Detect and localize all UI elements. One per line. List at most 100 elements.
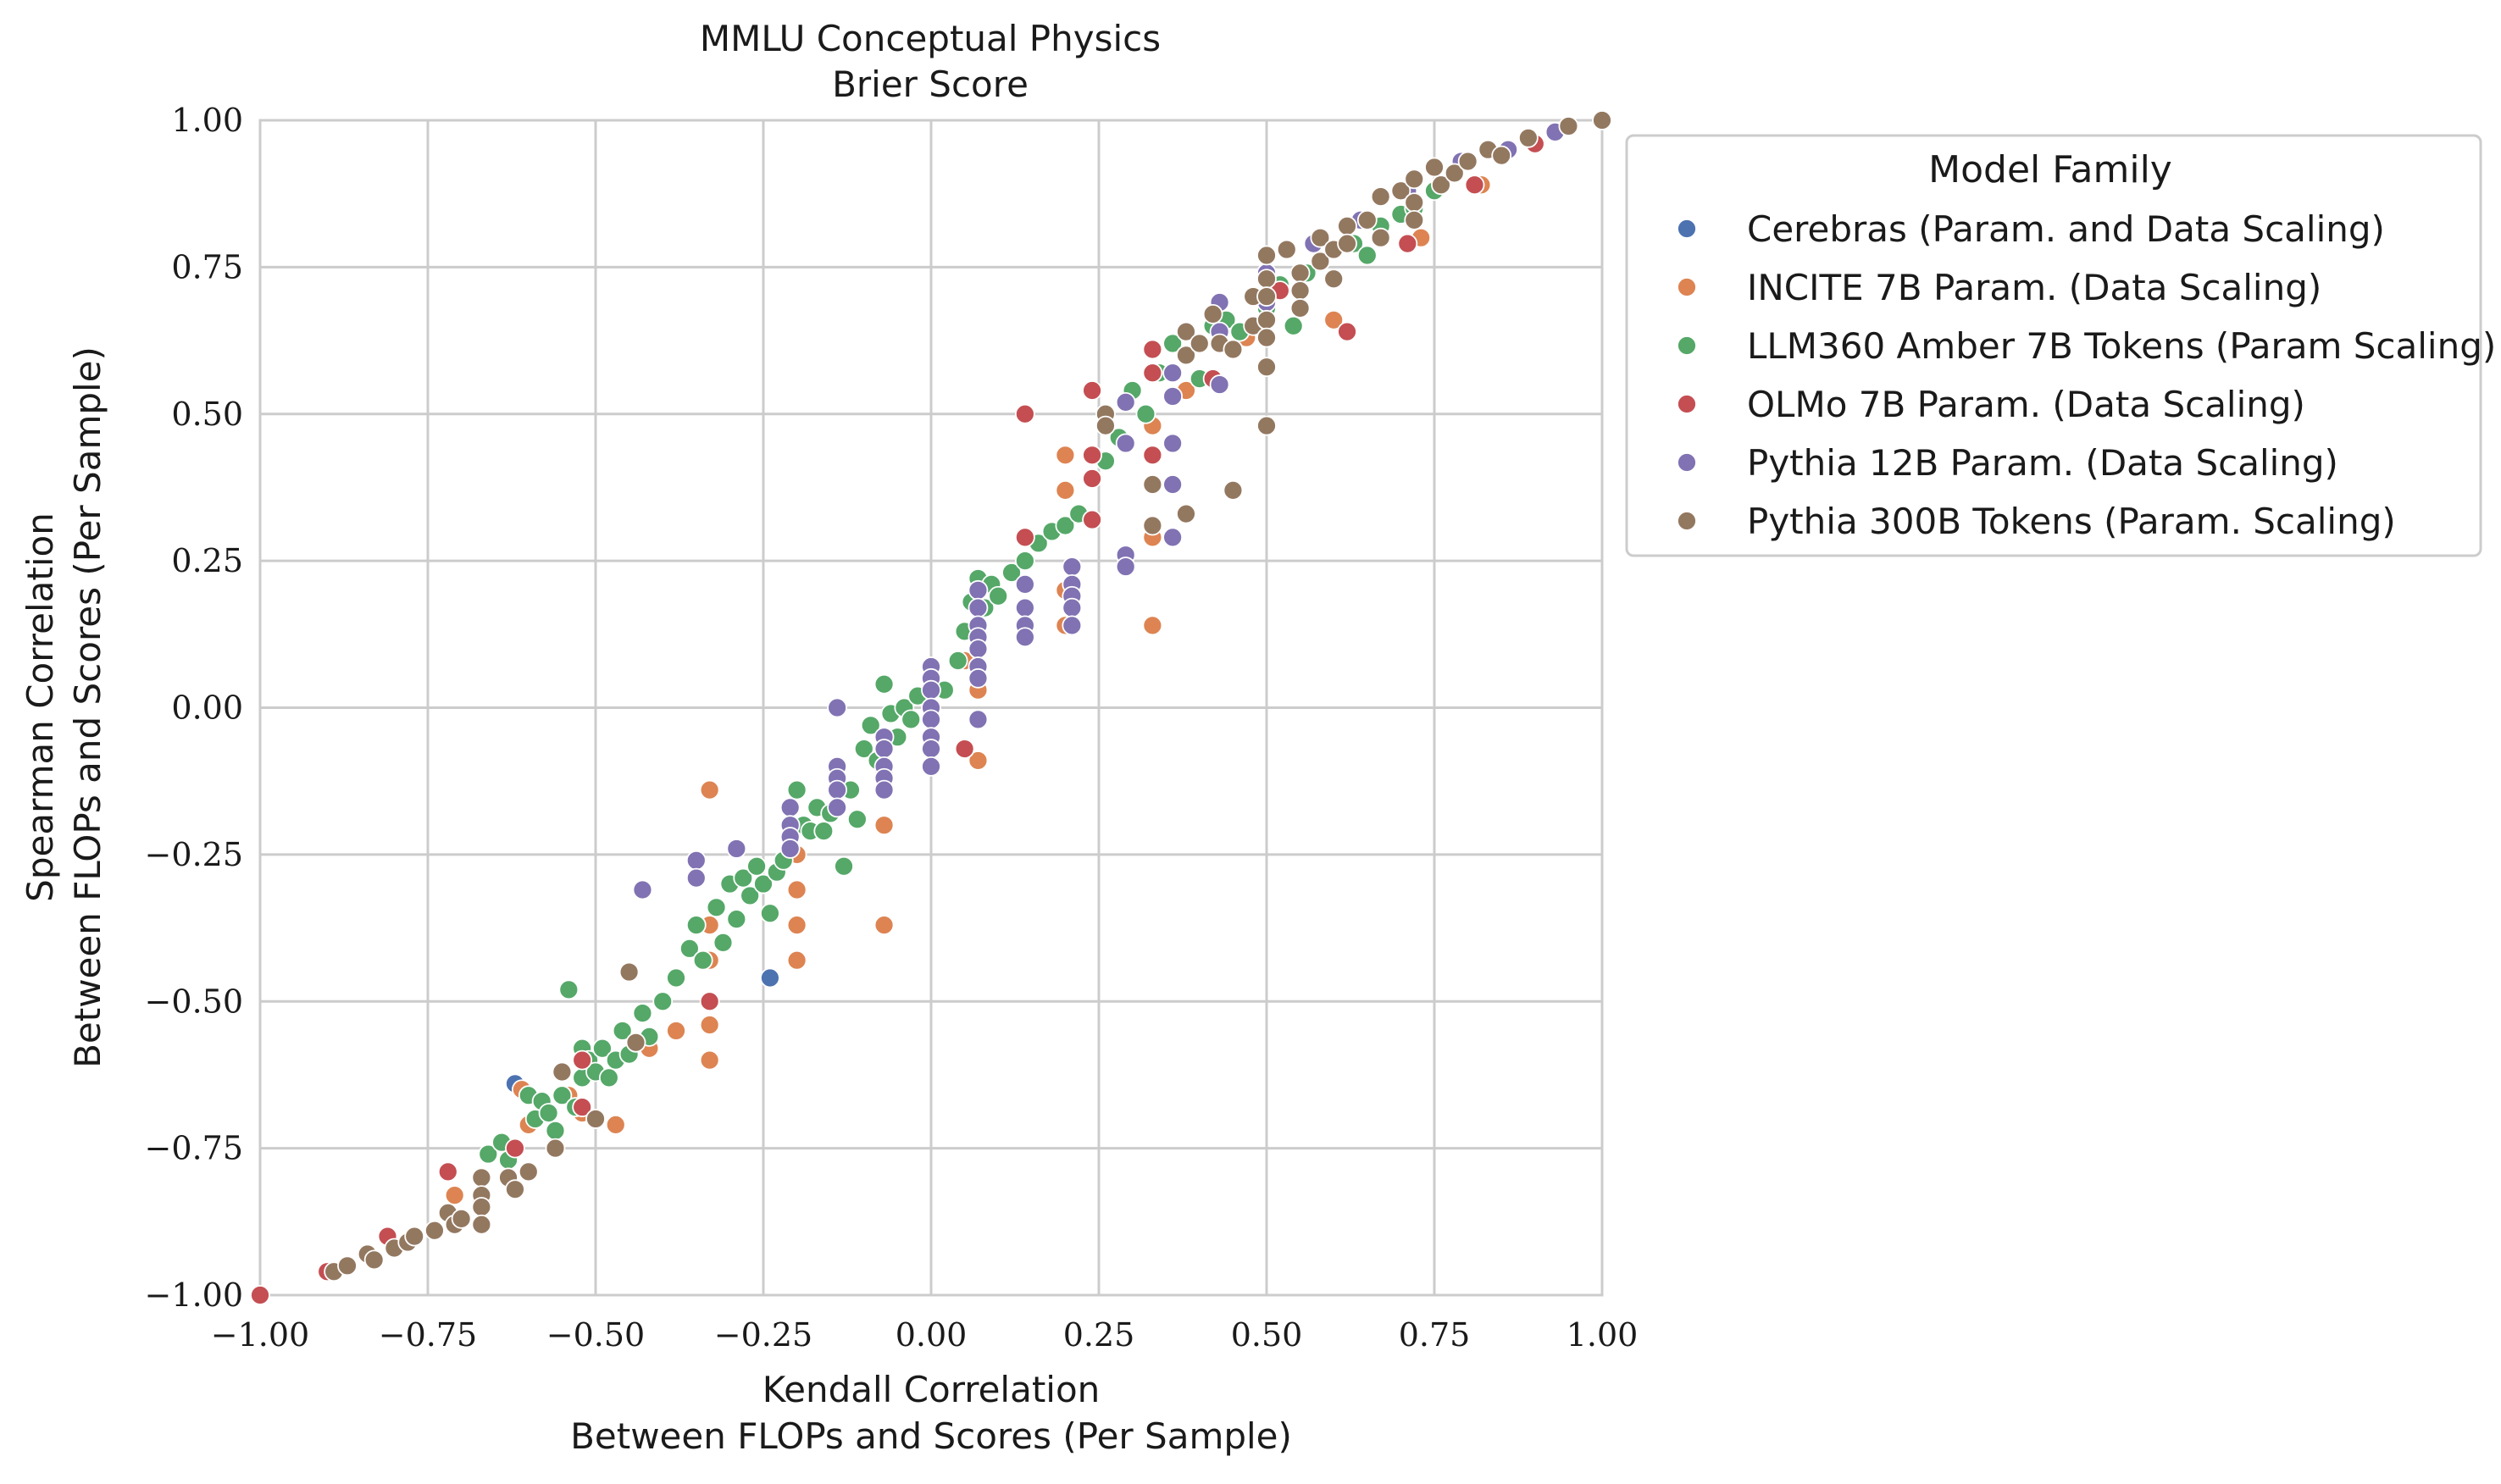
data-point [625, 1032, 646, 1053]
data-point [404, 1226, 425, 1247]
data-point [699, 1049, 720, 1071]
data-point [1223, 480, 1244, 501]
data-point [746, 856, 767, 877]
data-point [1142, 515, 1163, 536]
y-tick-label: 0.50 [171, 396, 243, 433]
legend-label: Pythia 300B Tokens (Param. Scaling) [1747, 501, 2396, 542]
data-point [1014, 527, 1035, 548]
data-point [1082, 509, 1102, 530]
data-point [827, 697, 848, 718]
data-point [1001, 562, 1022, 583]
data-point [478, 1143, 499, 1165]
data-point [1289, 280, 1311, 302]
x-tick-labels: −1.00 −0.75 −0.50 −0.25 0.00 0.25 0.50 0.75 1.00 [211, 1316, 1639, 1354]
data-point [1323, 269, 1345, 290]
data-point [1283, 315, 1304, 336]
data-point [471, 1214, 492, 1235]
data-point [572, 1097, 593, 1117]
data-point [1202, 303, 1223, 324]
legend-marker [1677, 277, 1697, 297]
data-point [786, 915, 807, 935]
data-point [1289, 263, 1311, 284]
legend-marker [1677, 394, 1697, 414]
data-point [1014, 551, 1035, 572]
data-point [585, 1109, 606, 1129]
data-point [685, 850, 707, 871]
data-point [860, 715, 881, 736]
y-tick-label: −0.50 [145, 983, 243, 1020]
data-point [1142, 339, 1163, 360]
y-tick-label: 0.25 [171, 542, 243, 579]
data-point [1082, 380, 1102, 401]
data-point [1014, 597, 1035, 618]
data-point [947, 651, 968, 671]
data-point [1397, 233, 1418, 254]
y-tick-label: −0.75 [145, 1130, 243, 1167]
legend-item: Cerebras (Param. and Data Scaling) [1677, 208, 2385, 250]
data-point [846, 809, 868, 830]
legend-label: Cerebras (Param. and Data Scaling) [1747, 208, 2385, 250]
data-point [699, 1015, 720, 1035]
data-point [786, 779, 807, 800]
legend-marker [1677, 219, 1697, 239]
data-point [1189, 333, 1210, 354]
data-point [679, 938, 700, 959]
data-point [1256, 327, 1277, 348]
data-point [1289, 298, 1311, 318]
data-point [1162, 386, 1184, 407]
data-point [1223, 339, 1244, 360]
data-point [901, 709, 922, 730]
data-point [545, 1138, 566, 1159]
data-point [1404, 192, 1425, 213]
data-point [1062, 597, 1083, 618]
data-point [592, 1038, 613, 1059]
data-point [699, 779, 720, 800]
data-point [1444, 163, 1465, 184]
data-point [598, 1067, 619, 1088]
data-point [827, 797, 848, 818]
data-point [1142, 474, 1163, 495]
series-4-points [632, 121, 1566, 900]
legend-items: Cerebras (Param. and Data Scaling) INCITE… [1677, 208, 2496, 542]
data-point [706, 897, 727, 918]
legend-label: LLM360 Amber 7B Tokens (Param Scaling) [1747, 325, 2496, 367]
data-point [1062, 615, 1083, 636]
legend-label: INCITE 7B Param. (Data Scaling) [1747, 267, 2321, 308]
data-point [1592, 110, 1612, 130]
data-point [424, 1220, 445, 1241]
data-point [827, 779, 848, 800]
data-point [1558, 116, 1579, 136]
x-tick-label: 0.75 [1399, 1316, 1471, 1354]
data-point [873, 815, 895, 836]
legend-item: Pythia 300B Tokens (Param. Scaling) [1677, 501, 2396, 542]
data-point [666, 967, 686, 988]
data-point [968, 597, 989, 618]
data-point [1115, 391, 1136, 413]
data-point [1337, 321, 1357, 342]
data-point [1256, 309, 1277, 330]
data-point [921, 739, 941, 759]
data-point [505, 1138, 525, 1159]
data-point [451, 1208, 472, 1229]
data-point [1256, 415, 1277, 436]
y-tick-label: 1.00 [171, 102, 243, 139]
data-point [834, 856, 854, 877]
legend: Model Family Cerebras (Param. and Data S… [1625, 134, 2496, 557]
data-point [1162, 333, 1184, 354]
data-point [1162, 433, 1184, 454]
data-point [1115, 433, 1136, 454]
data-point [921, 679, 941, 700]
data-point [1142, 363, 1163, 384]
data-point [1062, 556, 1083, 577]
y-axis-label-line2: Between FLOPs and Scores (Per Sample) [67, 346, 108, 1068]
data-point [740, 885, 761, 906]
data-point [813, 821, 835, 842]
data-point [437, 1161, 458, 1182]
data-point [1517, 127, 1539, 148]
data-point [652, 991, 674, 1012]
legend-label: OLMo 7B Param. (Data Scaling) [1747, 384, 2305, 425]
data-point [1256, 286, 1277, 307]
data-point [1404, 169, 1425, 190]
data-point [1356, 245, 1378, 266]
data-point [968, 667, 989, 689]
